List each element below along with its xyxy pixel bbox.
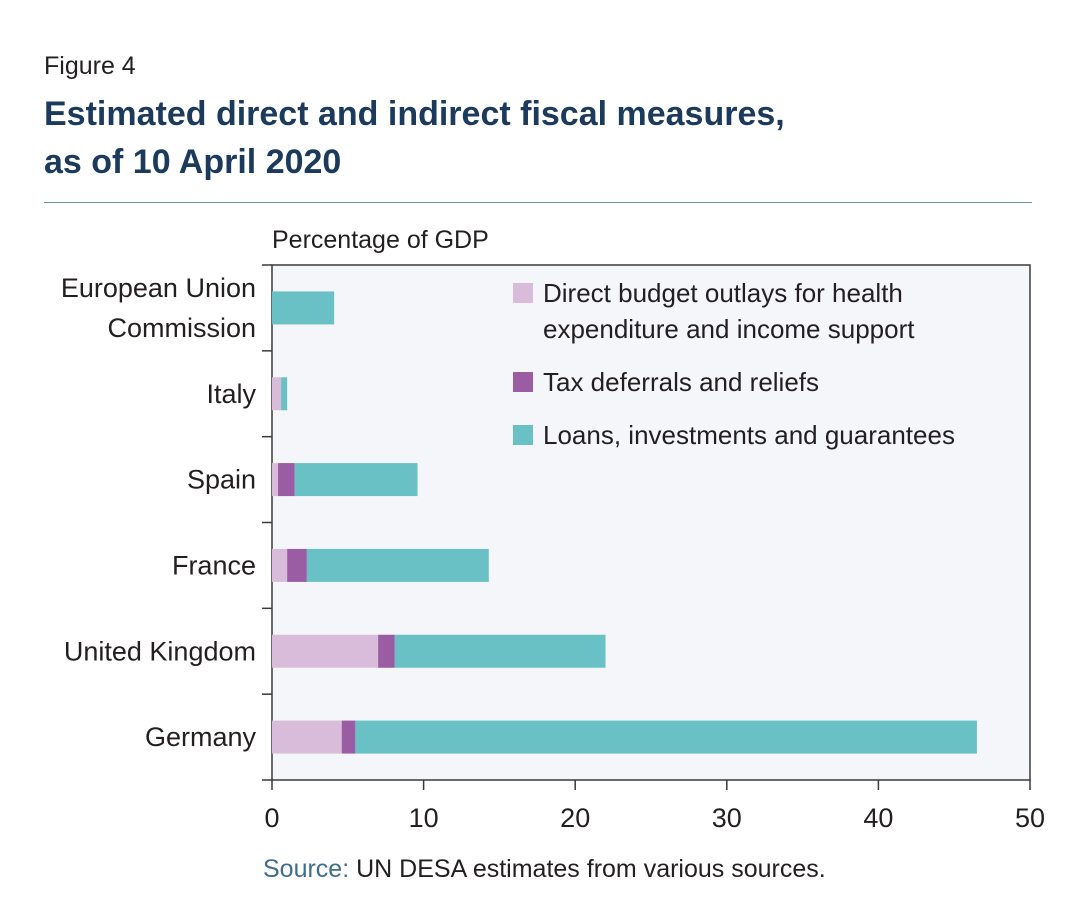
source-note: Source: UN DESA estimates from various s… [263, 855, 826, 884]
bar-segment-direct [272, 720, 342, 754]
bar-segment-loans [294, 463, 418, 497]
x-tick-label: 40 [863, 803, 893, 833]
legend-swatch-loans [513, 425, 533, 445]
bar-segment-direct [272, 548, 288, 582]
title-divider [44, 202, 1032, 203]
bar-segment-tax [287, 548, 307, 582]
x-tick-label: 50 [1015, 803, 1045, 833]
source-label: Source: [263, 855, 350, 883]
x-tick-label: 10 [409, 803, 439, 833]
x-tick-label: 30 [712, 803, 742, 833]
figure-label: Figure 4 [44, 52, 136, 80]
bar-segment-direct [272, 377, 282, 411]
bar-segment-loans [281, 377, 288, 411]
bar-segment-loans [394, 634, 606, 668]
category-label: Commission [107, 313, 256, 343]
bar-segment-direct [272, 634, 379, 668]
bar-segment-tax [278, 463, 295, 497]
title-line-2: as of 10 April 2020 [44, 143, 342, 181]
title-line-1: Estimated direct and indirect fiscal mea… [44, 95, 785, 133]
category-label: Spain [187, 465, 256, 495]
bar-segment-tax [341, 720, 356, 754]
x-tick-label: 0 [264, 803, 279, 833]
legend-swatch-direct [513, 283, 533, 303]
category-label: Italy [206, 379, 256, 409]
bar-segment-loans [306, 548, 489, 582]
bar-segment-direct [272, 463, 279, 497]
source-text: UN DESA estimates from various sources. [349, 855, 826, 883]
category-label: United Kingdom [64, 636, 256, 666]
y-axis-title: Percentage of GDP [272, 226, 489, 254]
category-label: European Union [61, 273, 256, 303]
legend-label: expenditure and income support [543, 314, 915, 344]
legend-label: Tax deferrals and reliefs [543, 367, 819, 397]
x-tick-label: 20 [560, 803, 590, 833]
bar-segment-tax [378, 634, 395, 668]
legend-swatch-tax [513, 372, 533, 392]
bar-segment-loans [272, 291, 335, 325]
bar-segment-loans [355, 720, 977, 754]
legend-label: Direct budget outlays for health [543, 278, 903, 308]
category-label: France [172, 550, 256, 580]
chart-title: Estimated direct and indirect fiscal mea… [44, 90, 1044, 186]
legend-label: Loans, investments and guarantees [543, 420, 955, 450]
category-label: Germany [145, 722, 257, 752]
